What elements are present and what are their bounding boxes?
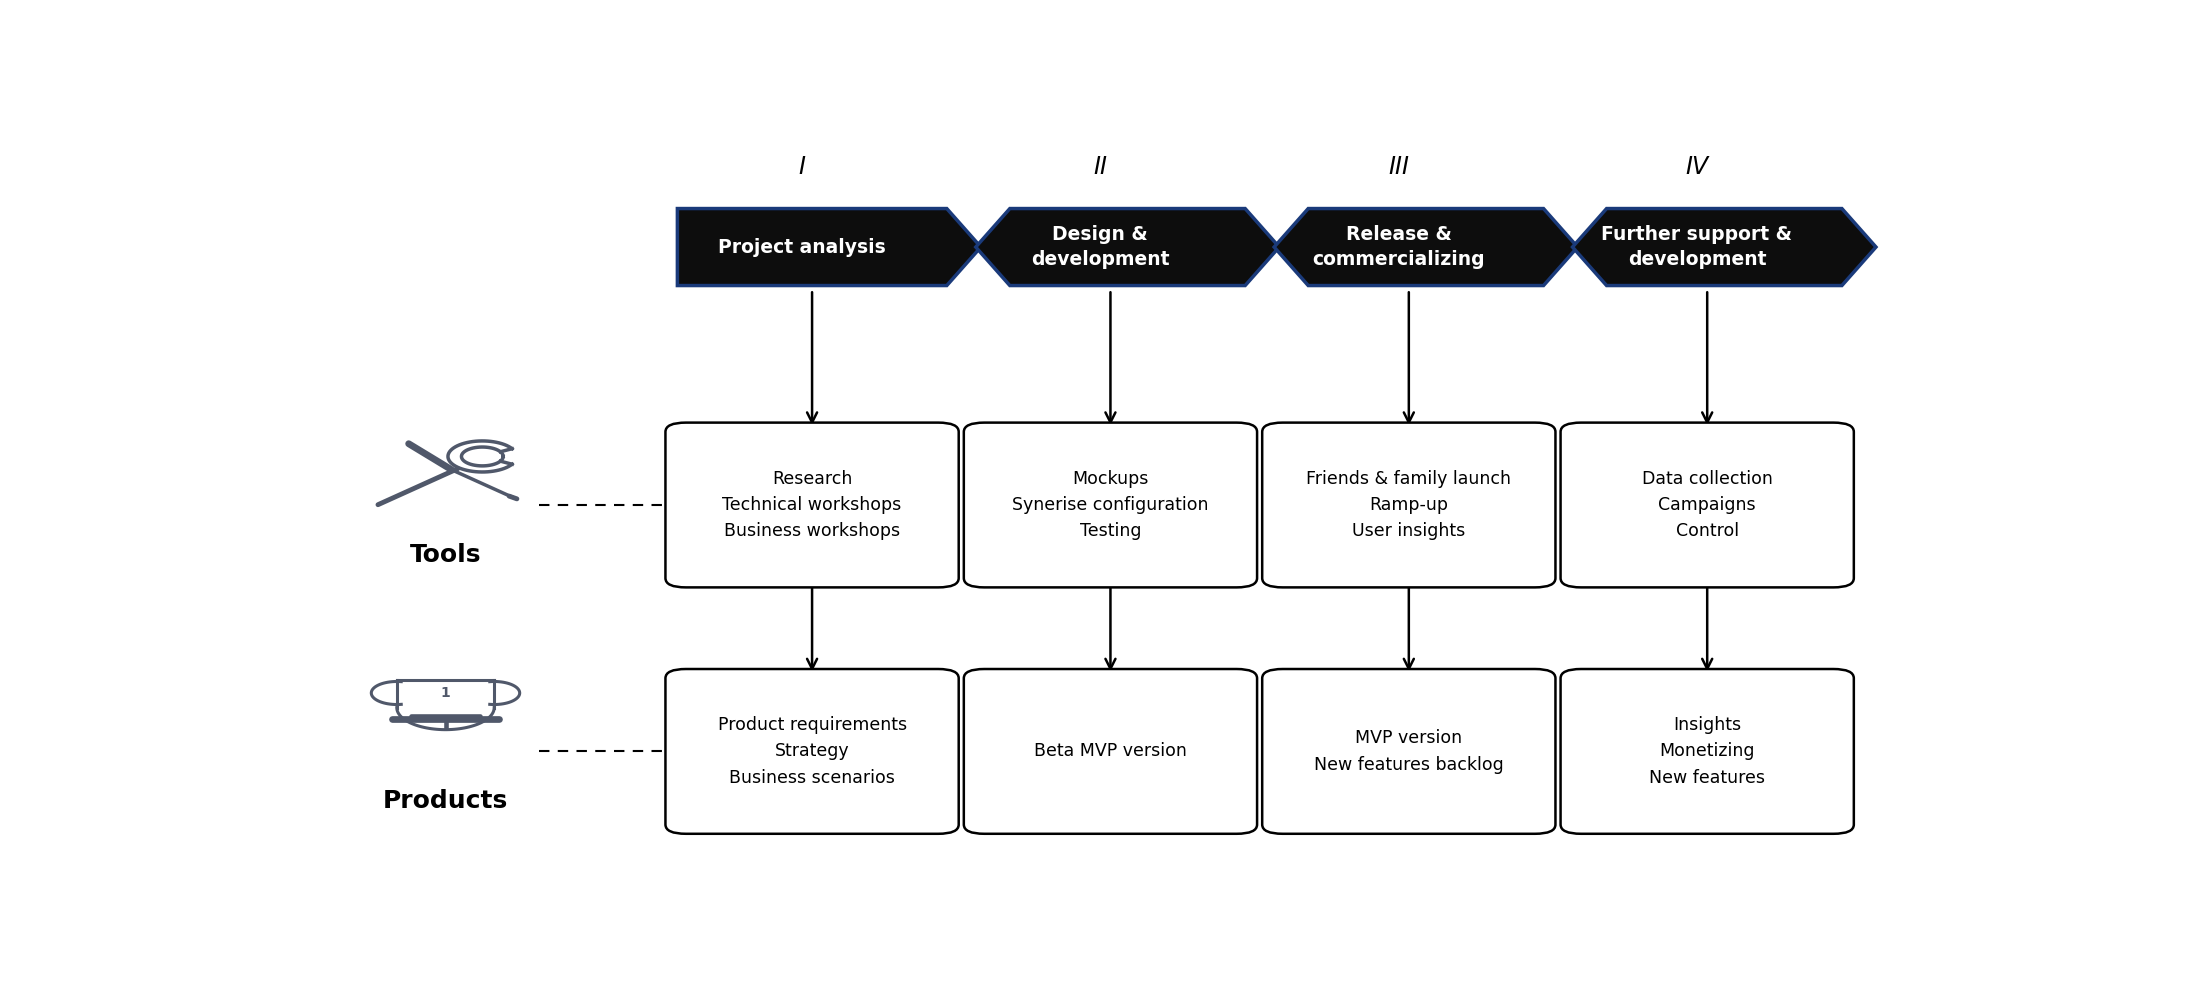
Text: Research
Technical workshops
Business workshops: Research Technical workshops Business wo… [722, 470, 902, 540]
FancyBboxPatch shape [664, 423, 959, 587]
Text: Release &
commercializing: Release & commercializing [1311, 225, 1485, 269]
Text: Mockups
Synerise configuration
Testing: Mockups Synerise configuration Testing [1012, 470, 1208, 540]
FancyBboxPatch shape [964, 423, 1256, 587]
Polygon shape [1573, 209, 1877, 286]
Text: Insights
Monetizing
New features: Insights Monetizing New features [1650, 716, 1764, 787]
Text: Products: Products [383, 789, 508, 813]
FancyBboxPatch shape [964, 669, 1256, 834]
Text: Product requirements
Strategy
Business scenarios: Product requirements Strategy Business s… [717, 716, 906, 787]
FancyBboxPatch shape [1560, 423, 1855, 587]
Polygon shape [678, 209, 981, 286]
Text: Project analysis: Project analysis [717, 238, 887, 257]
Text: Beta MVP version: Beta MVP version [1034, 742, 1186, 760]
Text: IV: IV [1685, 155, 1709, 179]
FancyBboxPatch shape [664, 669, 959, 834]
Text: Friends & family launch
Ramp-up
User insights: Friends & family launch Ramp-up User ins… [1307, 470, 1511, 540]
FancyBboxPatch shape [1263, 669, 1555, 834]
Text: Further support &
development: Further support & development [1602, 225, 1793, 269]
Text: Tools: Tools [409, 543, 482, 567]
Text: Design &
development: Design & development [1032, 225, 1170, 269]
Polygon shape [1274, 209, 1577, 286]
FancyBboxPatch shape [1263, 423, 1555, 587]
FancyBboxPatch shape [1560, 669, 1855, 834]
Text: 1: 1 [440, 686, 451, 700]
Text: III: III [1388, 155, 1408, 179]
Text: Data collection
Campaigns
Control: Data collection Campaigns Control [1641, 470, 1773, 540]
Text: II: II [1093, 155, 1107, 179]
Text: I: I [799, 155, 805, 179]
Text: MVP version
New features backlog: MVP version New features backlog [1313, 729, 1505, 774]
Polygon shape [977, 209, 1278, 286]
